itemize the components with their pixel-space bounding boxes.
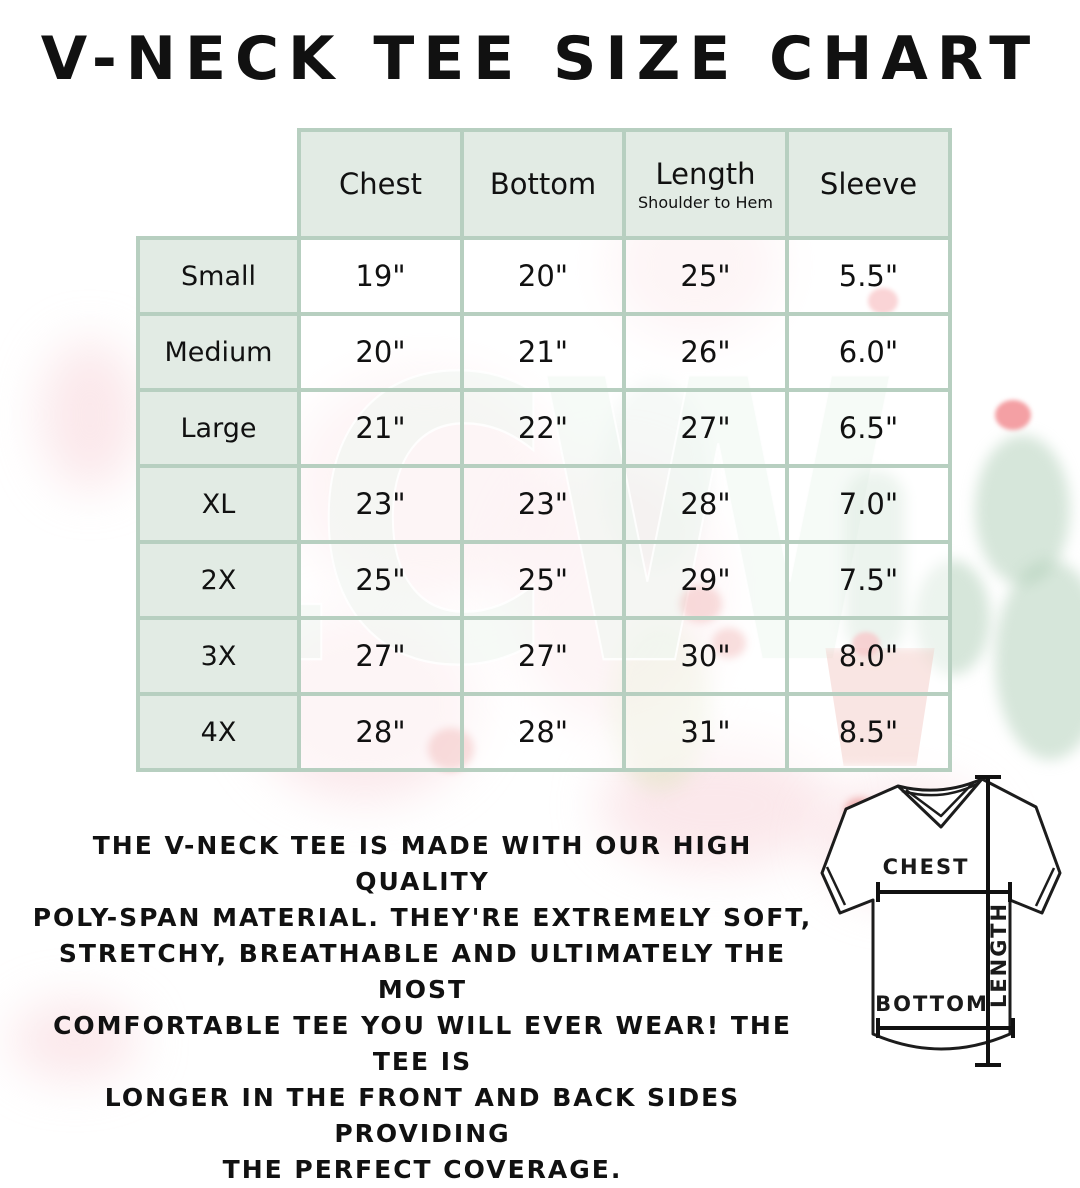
chest-value: 19" xyxy=(297,236,464,316)
length-measure-line xyxy=(975,775,1001,1067)
pink-wash-blob xyxy=(10,1000,140,1080)
col-header-label: Length xyxy=(655,156,756,191)
bottom-value: 27" xyxy=(460,616,626,696)
vneck-outer xyxy=(896,778,984,829)
length-value: 26" xyxy=(622,312,789,392)
bottom-measure-line xyxy=(876,1018,1015,1038)
sleeve-value: 8.5" xyxy=(785,692,952,772)
description-line: LONGER IN THE FRONT AND BACK SIDES PROVI… xyxy=(104,1083,741,1148)
size-label: 2X xyxy=(136,540,301,620)
size-label: Medium xyxy=(136,312,301,392)
bottom-value: 20" xyxy=(460,236,626,316)
table-row: Medium 20" 21" 26" 6.0" xyxy=(136,312,952,392)
sleeve-value: 7.0" xyxy=(785,464,952,544)
chest-value: 20" xyxy=(297,312,464,392)
sleeve-value: 6.5" xyxy=(785,388,952,468)
chest-label: CHEST xyxy=(883,855,970,879)
description-line: POLY-SPAN MATERIAL. THEY'RE EXTREMELY SO… xyxy=(32,903,813,932)
col-header-length: Length Shoulder to Hem xyxy=(622,128,789,240)
vneck-inner xyxy=(905,781,975,818)
bottom-value: 23" xyxy=(460,464,626,544)
table-row: XL 23" 23" 28" 7.0" xyxy=(136,464,952,544)
page-title: V-NECK TEE SIZE CHART xyxy=(40,24,1040,94)
chest-value: 28" xyxy=(297,692,464,772)
col-header-chest: Chest xyxy=(297,128,464,240)
bottom-value: 22" xyxy=(460,388,626,468)
col-header-label: Bottom xyxy=(489,167,597,201)
sleeve-value: 5.5" xyxy=(785,236,952,316)
pink-wash-blob xyxy=(40,340,140,490)
length-value: 31" xyxy=(622,692,789,772)
bottom-value: 25" xyxy=(460,540,626,620)
length-value: 29" xyxy=(622,540,789,620)
col-header-subtitle: Shoulder to Hem xyxy=(638,192,773,212)
table-row: Small 19" 20" 25" 5.5" xyxy=(136,236,952,316)
sleeve-value: 6.0" xyxy=(785,312,952,392)
table-row: Large 21" 22" 27" 6.5" xyxy=(136,388,952,468)
description-line: THE V-NECK TEE IS MADE WITH OUR HIGH QUA… xyxy=(92,831,753,896)
cactus-flower xyxy=(995,400,1031,430)
table-row: 3X 27" 27" 30" 8.0" xyxy=(136,616,952,696)
table-row: 4X 28" 28" 31" 8.5" xyxy=(136,692,952,772)
col-header-bottom: Bottom xyxy=(460,128,626,240)
sleeve-value: 7.5" xyxy=(785,540,952,620)
length-value: 30" xyxy=(622,616,789,696)
size-chart-table: Chest Bottom Length Shoulder to Hem Slee… xyxy=(136,128,952,772)
size-label: Small xyxy=(136,236,301,316)
size-label: 3X xyxy=(136,616,301,696)
left-cuff-line xyxy=(825,866,847,906)
size-label: 4X xyxy=(136,692,301,772)
chest-value: 25" xyxy=(297,540,464,620)
chest-value: 23" xyxy=(297,464,464,544)
size-label: XL xyxy=(136,464,301,544)
length-value: 25" xyxy=(622,236,789,316)
col-header-sleeve: Sleeve xyxy=(785,128,952,240)
corner-cell xyxy=(138,130,299,238)
description-line: THE PERFECT COVERAGE. xyxy=(222,1155,623,1184)
size-label: Large xyxy=(136,388,301,468)
description-line: STRETCHY, BREATHABLE AND ULTIMATELY THE … xyxy=(58,939,787,1004)
bottom-value: 21" xyxy=(460,312,626,392)
description-line: COMFORTABLE TEE YOU WILL EVER WEAR! THE … xyxy=(53,1011,792,1076)
length-value: 27" xyxy=(622,388,789,468)
cactus-pad xyxy=(995,560,1080,760)
header-row: Chest Bottom Length Shoulder to Hem Slee… xyxy=(138,128,952,240)
bottom-value: 28" xyxy=(460,692,626,772)
chest-value: 21" xyxy=(297,388,464,468)
chest-value: 27" xyxy=(297,616,464,696)
tee-outline xyxy=(820,777,1062,1051)
table-row: 2X 25" 25" 29" 7.5" xyxy=(136,540,952,620)
product-description: THE V-NECK TEE IS MADE WITH OUR HIGH QUA… xyxy=(25,828,820,1188)
tee-measurement-diagram: CHEST BOTTOM LENGTH xyxy=(820,775,1062,1067)
bottom-label: BOTTOM xyxy=(875,992,989,1016)
sleeve-value: 8.0" xyxy=(785,616,952,696)
col-header-label: Sleeve xyxy=(819,167,918,201)
length-value: 28" xyxy=(622,464,789,544)
right-cuff-line xyxy=(1034,867,1056,907)
col-header-label: Chest xyxy=(339,167,422,201)
length-label: LENGTH xyxy=(987,902,1011,1008)
